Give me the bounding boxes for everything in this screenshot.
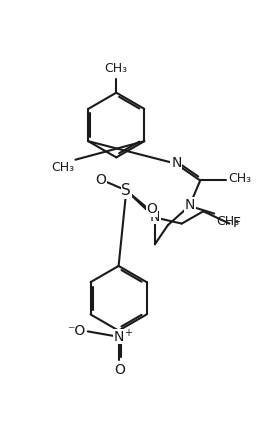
Text: N: N bbox=[185, 198, 195, 212]
Text: O: O bbox=[146, 202, 157, 216]
Text: CH₃: CH₃ bbox=[51, 161, 74, 174]
Text: N: N bbox=[113, 330, 124, 344]
Text: O: O bbox=[115, 363, 126, 377]
Text: CH₃: CH₃ bbox=[229, 173, 252, 185]
Text: CH₃: CH₃ bbox=[105, 62, 128, 75]
Text: CH₃: CH₃ bbox=[216, 215, 240, 228]
Text: N: N bbox=[171, 156, 182, 170]
Text: N: N bbox=[150, 210, 160, 224]
Text: O: O bbox=[95, 173, 106, 187]
Text: +: + bbox=[124, 328, 132, 338]
Text: S: S bbox=[121, 183, 131, 198]
Text: ⁻O: ⁻O bbox=[67, 324, 86, 338]
Text: F: F bbox=[233, 216, 240, 230]
